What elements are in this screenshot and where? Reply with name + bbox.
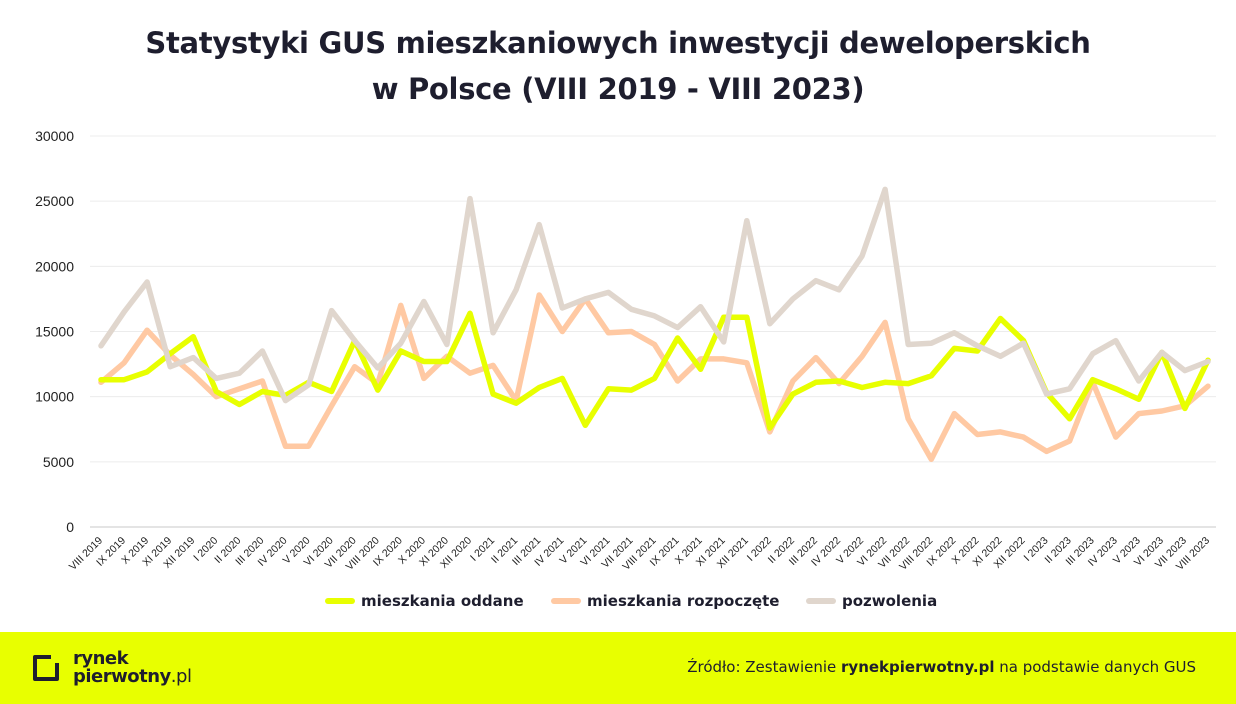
logo-suffix: .pl [170, 666, 192, 687]
legend-swatch-pozwolenia [806, 598, 836, 604]
brand-logo: rynek pierwotny.pl [33, 648, 192, 687]
legend-label-pozwolenia: pozwolenia [842, 592, 938, 610]
legend-item-pozwolenia: pozwolenia [806, 592, 937, 610]
legend-label-rozpoczete: mieszkania rozpoczęte [587, 592, 780, 610]
series-line-oddane [98, 310, 1211, 431]
logo-square-icon [33, 655, 59, 681]
source-note: Źródło: Zestawienie rynekpierwotny.pl na… [687, 658, 1196, 676]
series-lines [98, 186, 1211, 462]
y-tick-label: 15000 [35, 324, 74, 340]
source-brand: rynekpierwotny.pl [841, 658, 995, 676]
gridlines [90, 135, 1216, 463]
chart-title: Statystyki GUS mieszkaniowych inwestycji… [0, 20, 1236, 112]
legend-label-oddane: mieszkania oddane [361, 592, 524, 610]
logo-text: rynek pierwotny.pl [73, 648, 192, 687]
y-tick-label: 20000 [35, 258, 74, 274]
y-tick-label: 0 [66, 519, 74, 535]
logo-line1: rynek [73, 648, 129, 669]
legend-item-rozpoczete: mieszkania rozpoczęte [551, 592, 779, 610]
legend: mieszkania oddane mieszkania rozpoczęte … [0, 592, 1236, 620]
legend-swatch-oddane [325, 598, 355, 604]
y-tick-label: 5000 [43, 454, 74, 470]
series-line-rozpoczete [98, 292, 1211, 462]
line-chart: 0 5000 10000 15000 20000 25000 30000 VIII 2019… [35, 128, 1216, 573]
series-line-pozwolenia [98, 186, 1211, 404]
y-tick-label: 30000 [35, 128, 74, 144]
y-tick-label: 10000 [35, 389, 74, 405]
legend-item-oddane: mieszkania oddane [325, 592, 524, 610]
y-axis-ticks: 0 5000 10000 15000 20000 25000 30000 [35, 128, 74, 535]
y-tick-label: 25000 [35, 193, 74, 209]
source-prefix: Źródło: Zestawienie [687, 658, 842, 676]
chart-title-line1: Statystyki GUS mieszkaniowych inwestycji… [145, 26, 1091, 60]
chart-title-line2: w Polsce (VIII 2019 - VIII 2023) [371, 72, 865, 106]
footer-banner: rynek pierwotny.pl Źródło: Zestawienie r… [0, 632, 1236, 704]
legend-swatch-rozpoczete [551, 598, 581, 604]
source-suffix: na podstawie danych GUS [994, 658, 1196, 676]
logo-line2: pierwotny [73, 666, 171, 687]
